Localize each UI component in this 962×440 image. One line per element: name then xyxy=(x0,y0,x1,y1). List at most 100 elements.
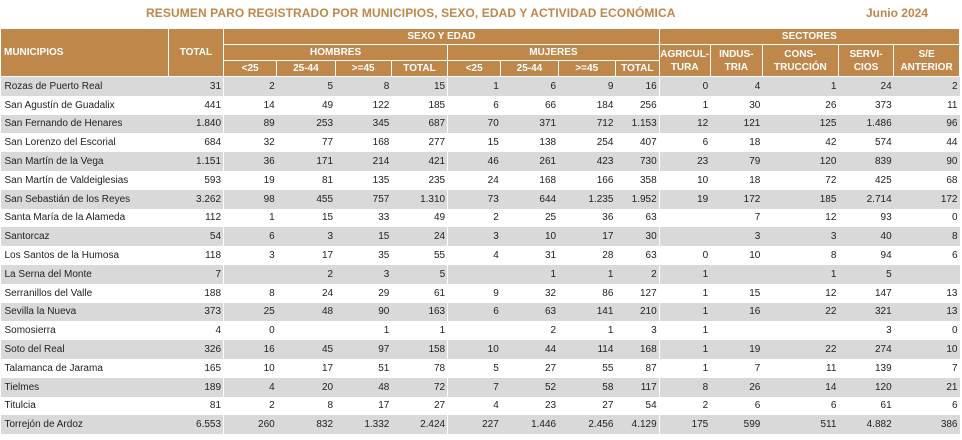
cell-value: 87 xyxy=(615,358,660,378)
table-row: San Agustín de Guadalix 441 14 49 122 185 6 66 1… xyxy=(0,95,960,115)
col-hombres: HOMBRES xyxy=(223,44,449,61)
cell-value: 175 xyxy=(658,415,711,435)
cell-value: 36 xyxy=(558,208,616,228)
cell-value: 46 xyxy=(447,152,501,171)
cell-value: 16 xyxy=(615,76,660,96)
cell-value: 7 xyxy=(447,377,501,397)
cell-value: 141 xyxy=(558,302,616,322)
cell-value: 6 xyxy=(500,76,559,96)
cell-value: 6 xyxy=(893,246,960,265)
cell-value: 19 xyxy=(658,189,711,209)
cell-value: 185 xyxy=(762,189,839,209)
cell-value: 25 xyxy=(500,208,559,228)
col-sector-anterior: S/E ANTERIOR xyxy=(893,44,960,77)
cell-value: 86 xyxy=(558,283,616,303)
cell-value: 358 xyxy=(615,170,660,190)
col-m-25-44: 25-44 xyxy=(500,60,559,77)
cell-value: 2 xyxy=(223,396,277,416)
cell-value: 19 xyxy=(223,170,277,190)
cell-value: 23 xyxy=(500,396,559,416)
cell-value: 168 xyxy=(500,170,559,190)
cell-value: 17 xyxy=(335,396,392,416)
cell-value: 27 xyxy=(500,358,559,378)
cell-value: 4 xyxy=(447,396,501,416)
col-h-25-44: 25-44 xyxy=(276,60,336,77)
cell-value: 49 xyxy=(391,208,448,228)
cell-value: 6 xyxy=(447,95,501,115)
cell-value: 120 xyxy=(838,377,894,397)
cell-value: 10 xyxy=(223,358,277,378)
cell-value: 423 xyxy=(558,152,616,171)
col-sexo-edad: SEXO Y EDAD xyxy=(223,28,660,45)
cell-value: 1 xyxy=(447,76,501,96)
cell-value: 1.310 xyxy=(391,189,448,209)
cell-value: 2 xyxy=(276,264,336,284)
cell-value: 1 xyxy=(223,208,277,228)
cell-value: 1 xyxy=(558,321,616,341)
cell-value: 14 xyxy=(223,95,277,115)
cell-value xyxy=(276,321,336,341)
table-row: Somosierra 4 0 1 1 2 1 3 1 3 0 xyxy=(0,321,960,341)
cell-value: 3 xyxy=(710,227,763,247)
cell-value: 55 xyxy=(391,246,448,265)
table-row: San Fernando de Henares 1.840 89 253 345 687 7… xyxy=(0,114,960,134)
cell-value: 326 xyxy=(168,340,224,359)
cell-value: 274 xyxy=(838,340,894,359)
cell-value: 455 xyxy=(276,189,336,209)
cell-value: 61 xyxy=(838,396,894,416)
cell-value: 730 xyxy=(615,152,660,171)
cell-value: 27 xyxy=(558,396,616,416)
municipio-name: Sevilla la Nueva xyxy=(0,302,169,322)
cell-value: 3 xyxy=(615,321,660,341)
cell-value: 2 xyxy=(893,76,960,96)
cell-value: 11 xyxy=(893,95,960,115)
cell-value: 1.153 xyxy=(615,114,660,134)
cell-value: 599 xyxy=(710,415,763,435)
cell-value: 12 xyxy=(762,283,839,303)
cell-value: 15 xyxy=(276,208,336,228)
cell-value: 0 xyxy=(893,208,960,228)
cell-value: 214 xyxy=(335,152,392,171)
cell-value: 15 xyxy=(447,133,501,153)
cell-value: 1 xyxy=(762,76,839,96)
table-row: San Martín de Valdeiglesias 593 19 81 135 235… xyxy=(0,170,960,190)
cell-value: 5 xyxy=(391,264,448,284)
cell-value: 1.332 xyxy=(335,415,392,435)
cell-value: 93 xyxy=(838,208,894,228)
col-sector-agricultura: AGRICUL- TURA xyxy=(658,44,711,77)
cell-value: 3 xyxy=(762,227,839,247)
cell-value: 5 xyxy=(447,358,501,378)
cell-value: 4 xyxy=(447,246,501,265)
cell-value: 32 xyxy=(500,283,559,303)
cell-value xyxy=(762,321,839,341)
cell-value: 23 xyxy=(658,152,711,171)
cell-value: 72 xyxy=(391,377,448,397)
cell-value: 19 xyxy=(710,340,763,359)
report-title: RESUMEN PARO REGISTRADO POR MUNICIPIOS, … xyxy=(146,6,676,20)
cell-value: 3 xyxy=(223,246,277,265)
cell-value: 7 xyxy=(168,264,224,284)
cell-value: 127 xyxy=(615,283,660,303)
municipio-name: Santa María de la Alameda xyxy=(0,208,169,228)
cell-value: 3.262 xyxy=(168,189,224,209)
cell-value: 16 xyxy=(710,302,763,322)
cell-value: 712 xyxy=(558,114,616,134)
cell-value: 17 xyxy=(276,358,336,378)
cell-value: 10 xyxy=(447,340,501,359)
cell-value: 118 xyxy=(168,246,224,265)
table-row: San Sebastián de los Reyes 3.262 98 455 757 1… xyxy=(0,189,960,209)
cell-value: 5 xyxy=(838,264,894,284)
cell-value: 30 xyxy=(710,95,763,115)
cell-value: 58 xyxy=(558,377,616,397)
cell-value: 227 xyxy=(447,415,501,435)
cell-value: 89 xyxy=(223,114,277,134)
cell-value: 1 xyxy=(762,264,839,284)
cell-value: 42 xyxy=(762,133,839,153)
municipio-name: Talamanca de Jarama xyxy=(0,358,169,378)
cell-value: 1 xyxy=(658,302,711,322)
cell-value: 11 xyxy=(762,358,839,378)
cell-value: 321 xyxy=(838,302,894,322)
cell-value: 15 xyxy=(391,76,448,96)
cell-value: 12 xyxy=(658,114,711,134)
cell-value: 757 xyxy=(335,189,392,209)
